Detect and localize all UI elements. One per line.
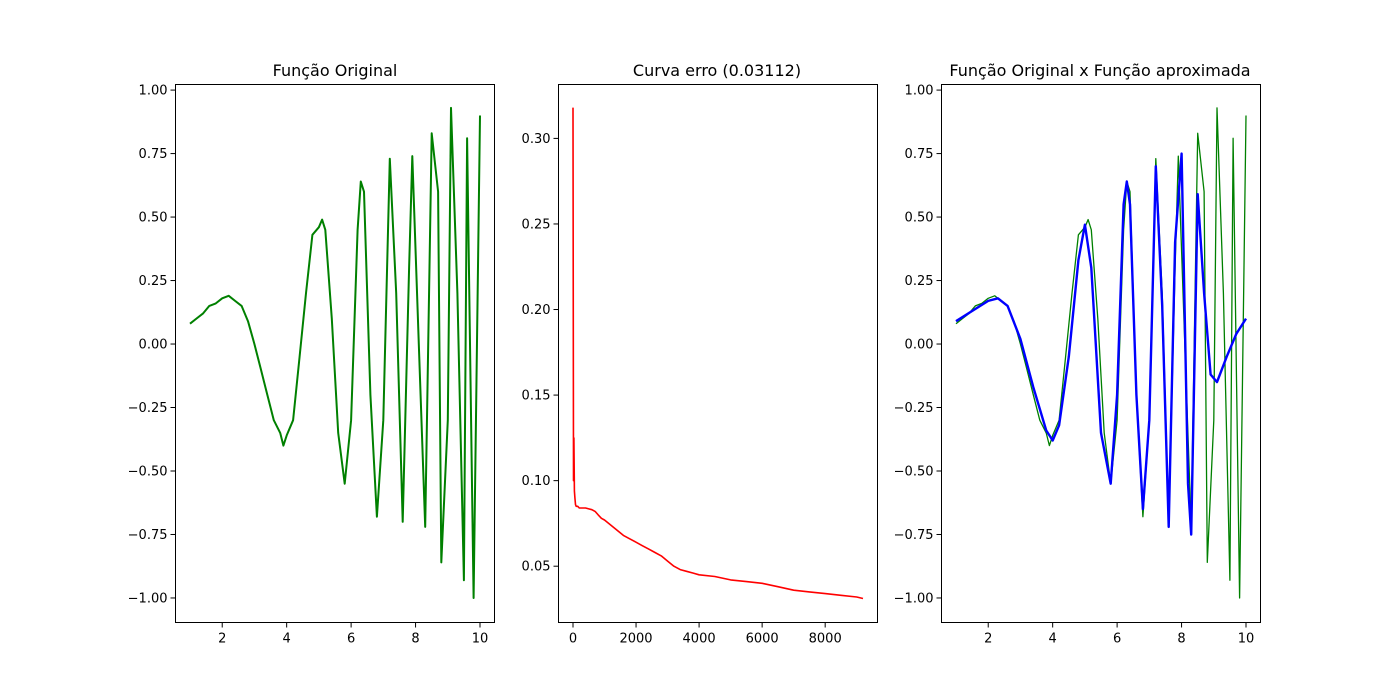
y-tick-label: −0.25 <box>128 401 168 416</box>
y-tick-label: 0.25 <box>522 217 551 232</box>
x-axis-ticks: 2 4 6 8 10 <box>218 622 489 647</box>
x-axis-ticks: 0 2000 4000 6000 8000 <box>569 622 842 647</box>
axes-frame <box>175 84 495 623</box>
y-tick-label: −0.50 <box>894 464 934 479</box>
chart-title: Função Original x Função aproximada <box>949 61 1250 80</box>
chart-title: Função Original <box>273 61 398 80</box>
y-tick-label: 1.00 <box>905 84 934 99</box>
x-tick-label: 2 <box>984 632 992 647</box>
y-tick-label: −1.00 <box>128 591 168 606</box>
x-axis-ticks: 2 4 6 8 10 <box>984 622 1255 647</box>
axes-frame <box>941 84 1261 623</box>
series-line-0 <box>189 106 481 599</box>
y-tick-label: 0.10 <box>522 474 551 489</box>
y-tick-label: 0.20 <box>522 303 551 318</box>
series-line-1 <box>955 152 1248 536</box>
y-tick-label: 0.00 <box>139 338 168 353</box>
panel-function-original: Função Original 2 4 6 8 10 −1.00 −0.75 −0.50 −0… <box>128 61 495 647</box>
plot-area <box>189 106 481 599</box>
x-tick-label: 0 <box>569 632 577 647</box>
x-tick-label: 6000 <box>746 632 779 647</box>
y-axis-ticks: −1.00 −0.75 −0.50 −0.25 0.00 0.25 0.50 0.75 1.00 <box>128 84 176 606</box>
x-tick-label: 4 <box>283 632 291 647</box>
y-tick-label: −1.00 <box>894 591 934 606</box>
plot-area <box>955 107 1248 599</box>
y-tick-label: 0.05 <box>522 560 551 575</box>
panel-error-curve: Curva erro (0.03112) 0 2000 4000 6000 8000 0… <box>522 61 878 647</box>
y-tick-label: −0.75 <box>128 528 168 543</box>
x-tick-label: 8000 <box>809 632 842 647</box>
y-axis-ticks: 0.05 0.10 0.15 0.20 0.25 0.30 <box>522 132 559 575</box>
y-tick-label: −0.50 <box>128 464 168 479</box>
x-tick-label: 4000 <box>683 632 716 647</box>
y-tick-label: −0.25 <box>894 401 934 416</box>
x-tick-label: 6 <box>347 632 355 647</box>
x-tick-label: 6 <box>1113 632 1121 647</box>
y-tick-label: 0.50 <box>905 211 934 226</box>
chart-title: Curva erro (0.03112) <box>633 61 801 80</box>
y-tick-label: 0.15 <box>522 389 551 404</box>
x-tick-label: 8 <box>411 632 419 647</box>
x-tick-label: 4 <box>1049 632 1057 647</box>
y-tick-label: 1.00 <box>139 84 168 99</box>
y-tick-label: 0.75 <box>139 147 168 162</box>
y-tick-label: 0.50 <box>139 211 168 226</box>
y-axis-ticks: −1.00 −0.75 −0.50 −0.25 0.00 0.25 0.50 0.75 1.00 <box>894 84 942 606</box>
panel-original-vs-approx: Função Original x Função aproximada 2 4 6 8… <box>894 61 1261 647</box>
y-tick-label: 0.00 <box>905 338 934 353</box>
plot-area <box>572 107 864 600</box>
y-tick-label: 0.75 <box>905 147 934 162</box>
x-tick-label: 10 <box>1238 632 1255 647</box>
y-tick-label: −0.75 <box>894 528 934 543</box>
y-tick-label: 0.25 <box>905 274 934 289</box>
series-line-0 <box>572 107 864 600</box>
y-tick-label: 0.25 <box>139 274 168 289</box>
y-tick-label: 0.30 <box>522 132 551 147</box>
x-tick-label: 8 <box>1177 632 1185 647</box>
x-tick-label: 2 <box>218 632 226 647</box>
axes-frame <box>558 84 878 623</box>
x-tick-label: 10 <box>472 632 489 647</box>
x-tick-label: 2000 <box>619 632 652 647</box>
